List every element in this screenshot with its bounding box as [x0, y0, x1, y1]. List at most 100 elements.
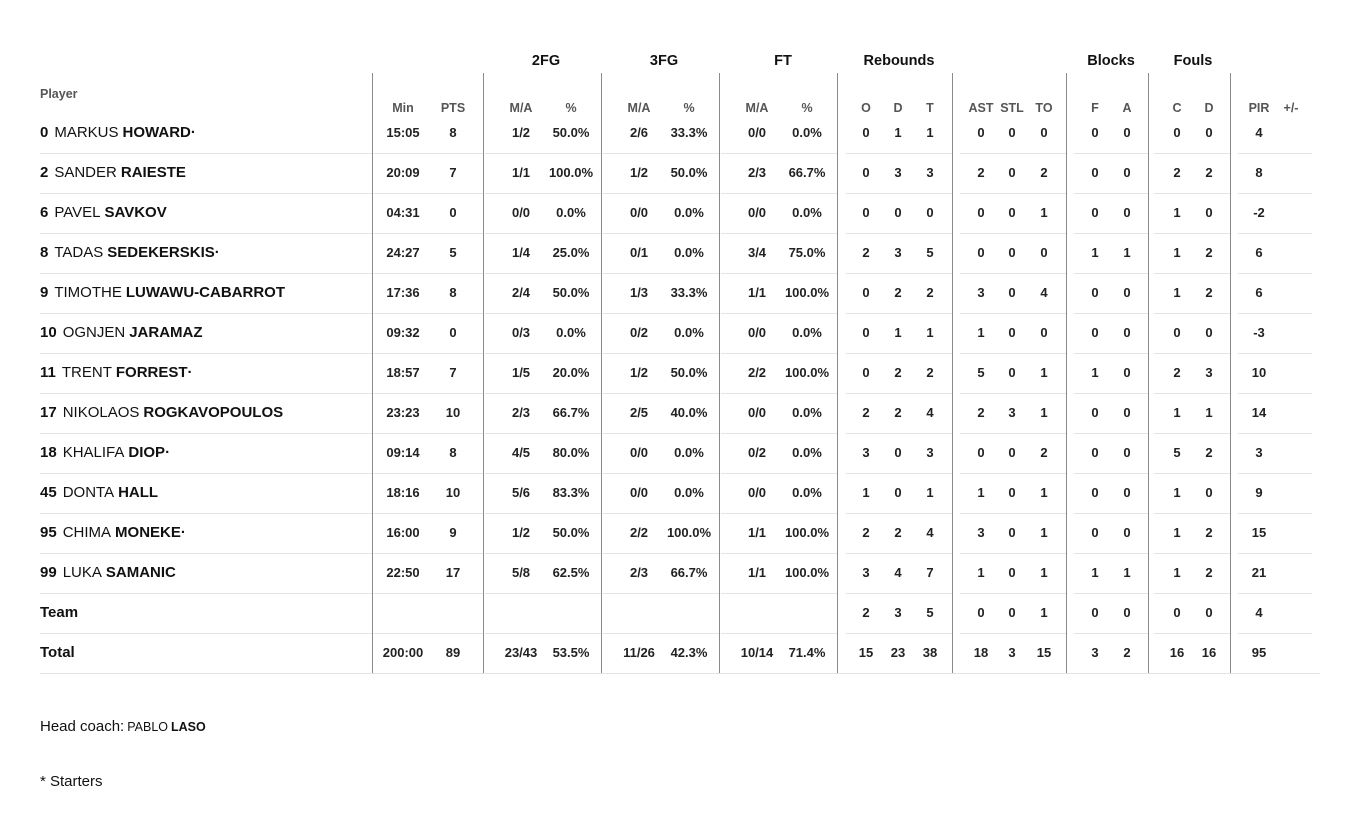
column-divider: [719, 73, 720, 673]
stat-cell-fg2: 1/2: [511, 525, 531, 540]
player-last-name[interactable]: MONEKE·: [115, 524, 186, 541]
player-last-name[interactable]: HALL: [118, 484, 159, 501]
stat-cell-t: 3: [926, 165, 934, 180]
col-header-def-reb: D: [893, 101, 903, 115]
stat-cell-fg2: 23/43: [504, 645, 538, 660]
stat-cell-f: 0: [1091, 165, 1099, 180]
stat-cell-pir: 21: [1251, 565, 1267, 580]
stat-cell-c: 1: [1173, 285, 1181, 300]
stat-cell-fd: 1: [1205, 405, 1213, 420]
col-header-3fg-ma: M/A: [627, 101, 651, 115]
row-separator: [374, 513, 483, 514]
stat-cell-fg3p: 0.0%: [674, 245, 704, 260]
table-row: 95 CHIMA MONEKE· 16:00 9 1/2 50.0% 2/2 100.0% 1/1…: [0, 513, 1360, 553]
player-last-name[interactable]: ROGKAVOPOULOS: [143, 404, 284, 421]
stat-cell-fd: 2: [1205, 245, 1213, 260]
stat-cell-t: 4: [926, 525, 934, 540]
player-number: 10: [40, 324, 57, 341]
table-row: 0 MARKUS HOWARD· 15:05 8 1/2 50.0% 2/6 33.3% 0/0 0…: [0, 113, 1360, 153]
player-last-name[interactable]: SAMANIC: [105, 564, 176, 581]
player-last-name[interactable]: DIOP·: [128, 444, 171, 461]
row-separator: [374, 273, 483, 274]
column-divider: [1148, 73, 1149, 673]
stat-cell-fg3p: 50.0%: [670, 165, 708, 180]
stat-cell-pts: 89: [445, 645, 461, 660]
starters-note: * Starters: [40, 773, 103, 790]
player-cell: 9 TIMOTHE LUWAWU-CABARROT: [40, 273, 285, 313]
row-separator: [1074, 233, 1148, 234]
stat-cell-stl: 0: [1008, 245, 1016, 260]
row-separator: [1238, 593, 1312, 594]
stat-cell-fg3: 1/2: [629, 165, 649, 180]
row-separator: [1154, 353, 1230, 354]
group-header-fouls: Fouls: [1173, 53, 1213, 69]
stat-cell-fg3p: 33.3%: [670, 125, 708, 140]
player-cell: 0 MARKUS HOWARD·: [40, 113, 196, 153]
player-last-name[interactable]: RAIESTE: [120, 164, 186, 181]
stat-cell-fg2p: 83.3%: [552, 485, 590, 500]
player-first-name: TADAS: [54, 244, 104, 261]
player-number: 45: [40, 484, 57, 501]
stat-cell-ft: 2/2: [747, 365, 767, 380]
player-number: 17: [40, 404, 57, 421]
stat-cell-stl: 0: [1008, 365, 1016, 380]
stat-cell-fg2p: 50.0%: [552, 525, 590, 540]
stat-cell-to: 1: [1040, 525, 1048, 540]
stat-cell-fg3: 11/26: [623, 645, 655, 660]
stat-cell-min: 15:05: [386, 125, 420, 140]
stat-cell-ft: 2/3: [747, 165, 767, 180]
row-separator: [1238, 393, 1312, 394]
player-last-name[interactable]: HOWARD·: [122, 124, 196, 141]
row-separator: [40, 233, 372, 234]
stat-cell-to: 15: [1036, 645, 1052, 660]
row-separator: [374, 393, 483, 394]
stat-cell-fg2: 1/1: [511, 165, 531, 180]
row-separator: [1238, 353, 1312, 354]
stat-cell-ft: 10/14: [740, 645, 774, 660]
row-separator: [40, 513, 372, 514]
stat-cell-fd: 0: [1205, 125, 1213, 140]
stat-cell-fg2p: 50.0%: [552, 125, 590, 140]
stat-cell-d: 2: [894, 525, 902, 540]
row-separator: [846, 233, 952, 234]
player-last-name[interactable]: LUWAWU-CABARROT: [125, 284, 285, 301]
row-separator: [374, 153, 483, 154]
row-separator: [960, 433, 1066, 434]
stat-cell-stl: 0: [1008, 205, 1016, 220]
stat-cell-ftp: 0.0%: [792, 125, 822, 140]
player-last-name[interactable]: FORREST·: [115, 364, 193, 381]
stat-cell-stl: 0: [1008, 565, 1016, 580]
stat-cell-d: 2: [894, 405, 902, 420]
player-last-name[interactable]: SEDEKERSKIS·: [107, 244, 220, 261]
column-divider: [1066, 73, 1067, 673]
stat-cell-a: 0: [1123, 205, 1131, 220]
row-separator: [603, 433, 719, 434]
stat-cell-c: 0: [1173, 325, 1181, 340]
stat-cell-f: 0: [1091, 605, 1099, 620]
col-header-plus-minus: +/-: [1283, 101, 1299, 115]
stat-cell-t: 2: [926, 365, 934, 380]
col-header-pir: PIR: [1248, 101, 1270, 115]
stat-cell-min: 09:32: [386, 325, 420, 340]
stat-cell-min: 18:16: [386, 485, 420, 500]
row-separator: [1074, 593, 1148, 594]
stat-cell-pir: 14: [1251, 405, 1267, 420]
row-separator: [721, 353, 837, 354]
player-cell: 8 TADAS SEDEKERSKIS·: [40, 233, 220, 273]
column-divider: [601, 73, 602, 673]
player-last-name[interactable]: JARAMAZ: [129, 324, 203, 341]
player-last-name[interactable]: SAVKOV: [104, 204, 167, 221]
row-separator: [603, 153, 719, 154]
stat-cell-pts: 10: [445, 485, 461, 500]
player-cell: 18 KHALIFA DIOP·: [40, 433, 170, 473]
stat-cell-c: 16: [1169, 645, 1185, 660]
stat-cell-pir: 10: [1251, 365, 1267, 380]
stat-cell-to: 1: [1040, 365, 1048, 380]
stat-cell-fd: 0: [1205, 205, 1213, 220]
stat-cell-o: 15: [858, 645, 874, 660]
stat-cell-f: 0: [1091, 285, 1099, 300]
col-header-blk-against: A: [1122, 101, 1132, 115]
stat-cell-fg2p: 100.0%: [548, 165, 594, 180]
row-separator: [1074, 273, 1148, 274]
